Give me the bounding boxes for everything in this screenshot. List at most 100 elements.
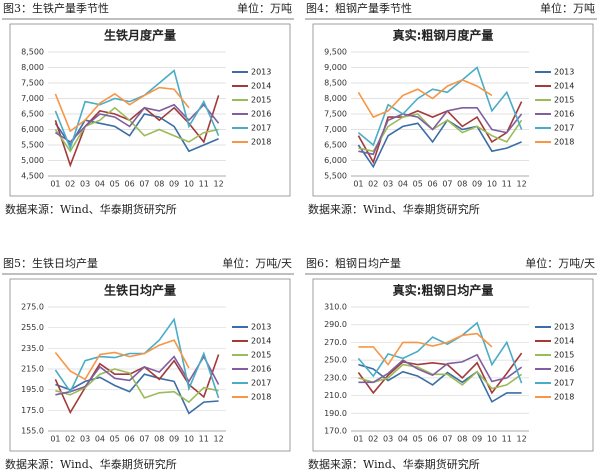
source-note: 数据来源：Wind、华泰期货研究所	[308, 457, 480, 471]
y-tick-label: 8,000	[324, 94, 347, 103]
x-tick-label: 11	[199, 180, 209, 189]
legend-label: 2016	[251, 365, 271, 374]
series-line	[358, 363, 523, 390]
y-tick-label: 215.0	[21, 365, 44, 374]
y-tick-label: 9,500	[324, 48, 347, 57]
y-tick-label: 6,500	[21, 110, 44, 119]
legend-label: 2016	[554, 365, 574, 374]
x-tick-label: 01	[50, 180, 60, 189]
legend-label: 2014	[554, 82, 574, 91]
chart-title: 生铁月度产量	[104, 28, 176, 43]
x-tick-label: 08	[154, 435, 164, 444]
x-tick-label: 08	[154, 180, 164, 189]
x-tick-label: 03	[80, 435, 90, 444]
unit-label: 单位：万吨/天	[525, 256, 595, 270]
legend-label: 2017	[251, 379, 271, 388]
x-tick-label: 06	[427, 435, 437, 444]
y-tick-label: 275.0	[21, 303, 44, 312]
x-tick-label: 01	[50, 435, 60, 444]
y-tick-label: 6,000	[21, 125, 44, 134]
x-tick-label: 10	[184, 180, 194, 189]
x-tick-label: 05	[413, 180, 423, 189]
y-tick-label: 310.0	[324, 303, 347, 312]
legend-label: 2013	[251, 68, 271, 77]
legend-label: 2015	[251, 96, 271, 105]
y-tick-label: 5,500	[324, 172, 347, 181]
x-tick-label: 07	[442, 435, 452, 444]
unit-label: 单位：万吨	[540, 1, 595, 15]
legend-label: 2018	[554, 138, 574, 147]
x-tick-label: 11	[502, 180, 512, 189]
source-note: 数据来源：Wind、华泰期货研究所	[5, 457, 177, 471]
legend-label: 2018	[251, 393, 271, 402]
y-tick-label: 230.0	[324, 373, 347, 382]
legend-label: 2014	[554, 337, 574, 346]
y-tick-label: 155.0	[21, 427, 44, 436]
x-tick-label: 05	[413, 435, 423, 444]
legend-label: 2014	[251, 82, 271, 91]
y-tick-label: 250.0	[324, 356, 347, 365]
x-tick-label: 04	[95, 435, 105, 444]
legend-label: 2013	[251, 323, 271, 332]
series-line	[357, 79, 493, 119]
series-line	[54, 103, 220, 143]
x-tick-label: 11	[502, 435, 512, 444]
legend-label: 2017	[554, 379, 574, 388]
x-tick-label: 02	[368, 180, 378, 189]
series-line	[357, 119, 522, 169]
y-tick-label: 8,500	[21, 48, 44, 57]
x-tick-label: 12	[516, 435, 526, 444]
y-tick-label: 210.0	[324, 391, 347, 400]
legend-label: 2018	[554, 393, 574, 402]
legend-label: 2016	[554, 110, 574, 119]
x-tick-label: 12	[516, 180, 526, 189]
series-line	[54, 86, 190, 133]
legend-label: 2013	[554, 323, 574, 332]
series-line	[54, 339, 190, 381]
y-tick-label: 8,000	[21, 63, 44, 72]
series-line	[54, 106, 219, 153]
figure-label: 图3：生铁产量季节性	[3, 1, 109, 15]
series-line	[55, 368, 219, 404]
x-tick-label: 05	[110, 435, 120, 444]
chart-frame	[312, 278, 594, 452]
x-tick-label: 09	[472, 180, 482, 189]
x-tick-label: 04	[95, 180, 105, 189]
figure-label: 图4：粗钢产量季节性	[306, 1, 412, 15]
legend-label: 2017	[251, 124, 271, 133]
series-line	[358, 113, 523, 153]
x-tick-label: 02	[65, 435, 75, 444]
legend-label: 2018	[251, 138, 271, 147]
x-tick-label: 04	[398, 180, 408, 189]
y-tick-label: 7,000	[324, 125, 347, 134]
y-tick-label: 5,000	[21, 156, 44, 165]
y-tick-label: 7,500	[324, 110, 347, 119]
x-tick-label: 07	[139, 180, 149, 189]
legend-label: 2014	[251, 337, 271, 346]
y-tick-label: 190.0	[324, 409, 347, 418]
x-tick-label: 11	[199, 435, 209, 444]
figure-label: 图5：生铁日均产量	[3, 256, 98, 270]
unit-label: 单位：万吨	[237, 1, 292, 15]
y-tick-label: 255.0	[21, 323, 44, 332]
y-tick-label: 5,500	[21, 141, 44, 150]
y-tick-label: 4,500	[21, 172, 44, 181]
series-line	[54, 317, 220, 399]
unit-label: 单位：万吨/天	[222, 256, 292, 270]
x-tick-label: 09	[169, 435, 179, 444]
x-tick-label: 07	[442, 180, 452, 189]
y-tick-label: 235.0	[21, 344, 44, 353]
x-tick-label: 07	[139, 435, 149, 444]
series-line	[55, 354, 220, 396]
chart-frame	[9, 23, 291, 197]
y-tick-label: 8,500	[324, 79, 347, 88]
chart-title: 生铁日均产量	[104, 283, 176, 298]
chart-title: 真实:粗钢月度产量	[393, 28, 494, 43]
y-tick-label: 270.0	[324, 338, 347, 347]
x-tick-label: 09	[472, 435, 482, 444]
x-tick-label: 08	[457, 180, 467, 189]
x-tick-label: 12	[213, 435, 223, 444]
x-tick-label: 02	[368, 435, 378, 444]
x-tick-label: 08	[457, 435, 467, 444]
y-tick-label: 170.0	[324, 427, 347, 436]
